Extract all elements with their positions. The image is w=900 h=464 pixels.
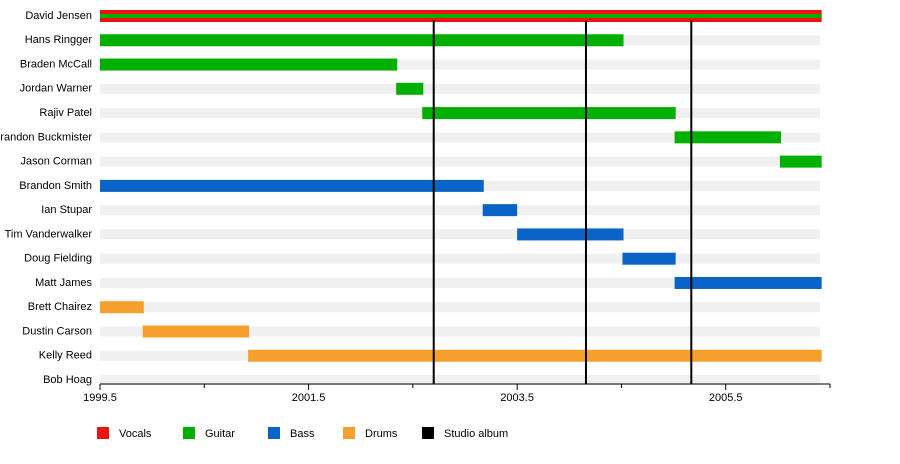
bar	[674, 276, 822, 289]
row-background	[100, 277, 820, 288]
bar	[517, 228, 624, 241]
legend-swatch	[97, 427, 109, 439]
x-tick-label: 2005.5	[709, 392, 743, 404]
bar	[100, 179, 484, 192]
y-tick-label: Braden McCall	[20, 58, 92, 70]
row-background	[100, 302, 820, 313]
row-background	[100, 253, 820, 264]
legend-label: Studio album	[444, 428, 508, 440]
y-tick-label: Brandon Smith	[19, 180, 92, 192]
legend-swatch	[422, 427, 434, 439]
y-tick-label: Ian Stupar	[41, 204, 92, 216]
bar	[100, 34, 624, 47]
legend-swatch	[268, 427, 280, 439]
y-tick-label: Hans Ringger	[25, 34, 93, 46]
legend-label: Guitar	[205, 428, 235, 440]
bar	[622, 252, 676, 265]
row-background	[100, 132, 820, 143]
row-background	[100, 205, 820, 216]
bar	[422, 107, 676, 120]
y-tick-label: Matt James	[35, 277, 92, 289]
bar	[142, 325, 250, 338]
y-tick-label: Bob Hoag	[43, 374, 92, 386]
bar	[100, 301, 144, 314]
y-tick-label: Jordan Warner	[20, 83, 93, 95]
bar	[248, 349, 822, 362]
bar	[674, 131, 781, 144]
y-tick-label: Rajiv Patel	[39, 107, 92, 119]
y-tick-label: Dustin Carson	[22, 325, 92, 337]
bar	[100, 14, 822, 18]
y-tick-label: Kelly Reed	[39, 350, 92, 362]
y-tick-label: Brett Chairez	[28, 301, 92, 313]
bar	[779, 155, 822, 168]
bar	[396, 82, 424, 95]
y-tick-label: Jason Corman	[20, 156, 92, 168]
legend-swatch	[343, 427, 355, 439]
legend-label: Vocals	[119, 428, 152, 440]
x-tick-label: 1999.5	[83, 392, 117, 404]
bar	[100, 58, 398, 71]
x-tick-label: 2003.5	[500, 392, 534, 404]
row-background	[100, 59, 820, 70]
x-tick-label: 2001.5	[292, 392, 326, 404]
row-background	[100, 229, 820, 240]
row-background	[100, 375, 820, 386]
y-tick-label: David Jensen	[25, 10, 92, 22]
row-background	[100, 83, 820, 94]
y-tick-label: Tim Vanderwalker	[5, 228, 93, 240]
legend-label: Bass	[290, 428, 315, 440]
bar	[482, 204, 518, 217]
legend-label: Drums	[365, 428, 398, 440]
row-background	[100, 326, 820, 337]
legend-swatch	[183, 427, 195, 439]
row-background	[100, 156, 820, 167]
y-tick-label: Brandon Buckmister	[0, 131, 92, 143]
y-tick-label: Doug Fielding	[24, 253, 92, 265]
